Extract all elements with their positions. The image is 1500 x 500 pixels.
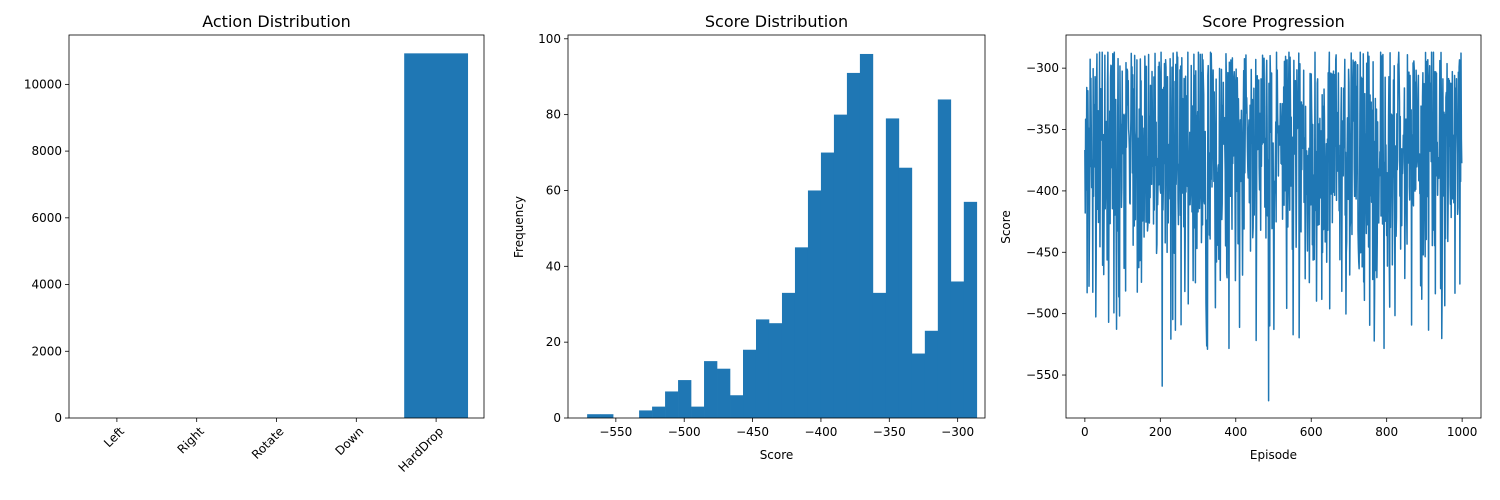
score-hist-xtick-label: −550 [599, 425, 632, 439]
score-progression-plot-area: −550 −500 −450 −400 −350 −300 0 200 400 600 800 100… [1026, 34, 1482, 439]
score-distribution-ylabel: Frequency [512, 196, 526, 258]
score-hist-ytick-label: 60 [546, 183, 561, 197]
score-prog-ytick-label: −300 [1026, 61, 1059, 75]
score-prog-ytick-label: −550 [1026, 368, 1059, 382]
score-prog-ytick-label: −350 [1026, 123, 1059, 137]
histogram-bin [678, 380, 692, 418]
score-progression-panel: Score Progression Episode Score −550 −500… [999, 12, 1482, 462]
axes-frame [567, 34, 986, 419]
score-progression-line [1084, 51, 1463, 402]
histogram-bin [665, 391, 679, 418]
score-progression-xlabel: Episode [1250, 448, 1297, 462]
score-hist-ytick-label: 0 [553, 411, 561, 425]
score-progression-ylabel: Score [999, 210, 1013, 244]
score-prog-xtick-label: 600 [1300, 425, 1323, 439]
score-distribution-panel: Score Distribution Score Frequency 0 20 40… [512, 12, 986, 462]
score-hist-xtick-label: −400 [804, 425, 837, 439]
histogram-bin [963, 201, 978, 418]
histogram-bin [730, 395, 744, 418]
action-ytick-label: 0 [54, 411, 62, 425]
histogram-bin [704, 361, 718, 418]
histogram-bin [794, 247, 809, 418]
score-progression-title: Score Progression [1202, 12, 1345, 31]
histogram-bin [781, 292, 796, 418]
score-prog-ytick-label: −500 [1026, 307, 1059, 321]
histogram-bin [911, 353, 926, 418]
score-prog-xtick-label: 800 [1375, 425, 1398, 439]
histogram-bin [743, 349, 757, 418]
action-ytick-label: 6000 [31, 211, 62, 225]
histogram-bin [885, 118, 900, 418]
axes-frame [1065, 34, 1482, 419]
action-distribution-title: Action Distribution [202, 12, 351, 31]
bar-harddrop [404, 53, 469, 418]
histogram-bin [872, 292, 887, 418]
score-hist-ytick-label: 80 [546, 108, 561, 122]
action-ytick-label: 2000 [31, 344, 62, 358]
score-distribution-plot-area: 0 20 40 60 80 100 −550 −500 −450 −400 −350 −300 [538, 32, 986, 439]
score-hist-ytick-label: 40 [546, 259, 561, 273]
histogram-bin [820, 152, 835, 419]
action-ytick-label: 8000 [31, 144, 62, 158]
score-prog-xtick-label: 200 [1149, 425, 1172, 439]
histogram-bin [768, 323, 783, 418]
histogram-bin [587, 414, 601, 418]
histogram-bin [846, 72, 861, 419]
score-distribution-xlabel: Score [760, 448, 794, 462]
action-ytick-label: 10000 [24, 77, 62, 91]
histogram-bin [859, 53, 874, 419]
score-hist-xtick-label: −300 [941, 425, 974, 439]
histogram-bin [639, 410, 653, 418]
histogram-bin [937, 99, 952, 419]
action-ytick-label: 4000 [31, 278, 62, 292]
score-prog-xtick-label: 400 [1224, 425, 1247, 439]
histogram-bin [924, 330, 939, 418]
histogram-bin [950, 281, 965, 418]
score-distribution-title: Score Distribution [705, 12, 848, 31]
histogram-bin [691, 406, 705, 418]
histogram-bin [898, 167, 913, 418]
score-hist-xtick-label: −450 [736, 425, 769, 439]
histogram-bin [755, 319, 770, 418]
histogram-bin [600, 414, 614, 418]
score-prog-ytick-label: −450 [1026, 245, 1059, 259]
score-prog-ytick-label: −400 [1026, 184, 1059, 198]
histogram-bin [717, 368, 731, 418]
score-hist-xtick-label: −350 [873, 425, 906, 439]
histogram-bin [833, 114, 848, 418]
score-hist-ytick-label: 20 [546, 335, 561, 349]
histogram-bin [652, 406, 666, 418]
score-prog-xtick-label: 1000 [1447, 425, 1478, 439]
score-hist-ytick-label: 100 [538, 32, 561, 46]
histogram-bin [807, 190, 822, 418]
score-hist-xtick-label: −500 [668, 425, 701, 439]
score-prog-xtick-label: 0 [1081, 425, 1089, 439]
